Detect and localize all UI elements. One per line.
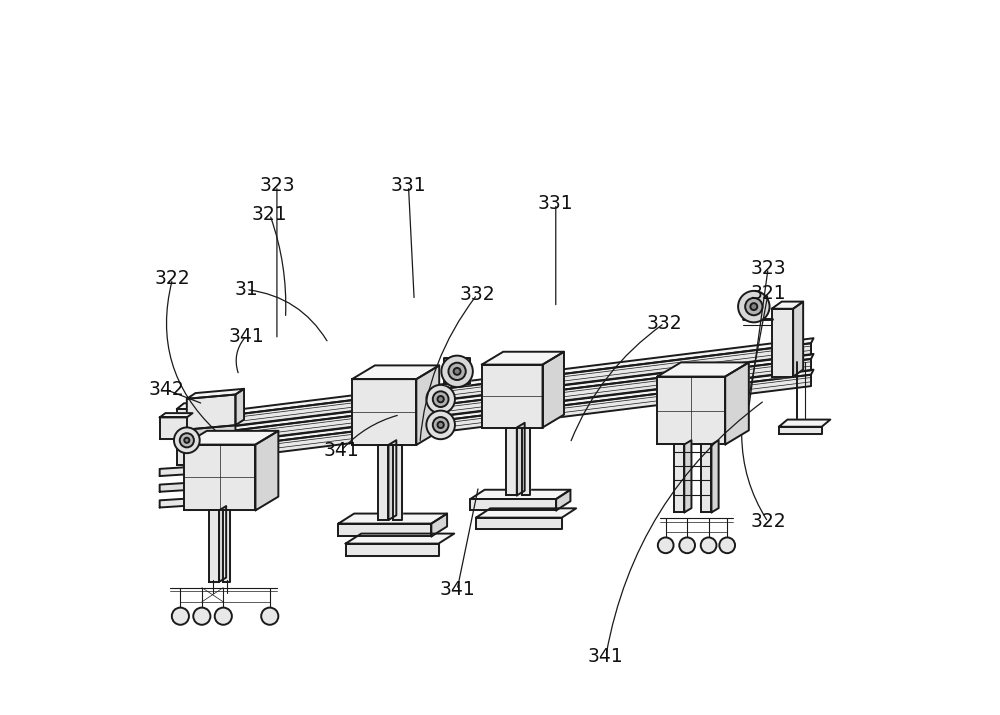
Polygon shape [346,543,439,556]
Text: 322: 322 [750,513,786,531]
Polygon shape [779,420,830,427]
Circle shape [193,608,210,625]
Polygon shape [517,423,525,495]
Text: 341: 341 [439,581,475,599]
Polygon shape [338,513,447,523]
Polygon shape [187,425,235,462]
Polygon shape [209,511,219,582]
Polygon shape [506,428,517,495]
Polygon shape [772,309,793,377]
Polygon shape [160,418,187,439]
Polygon shape [184,445,255,511]
Circle shape [454,368,461,375]
Text: 341: 341 [323,441,359,460]
Polygon shape [378,445,388,520]
Polygon shape [160,463,250,476]
Circle shape [750,303,757,310]
Polygon shape [197,403,204,465]
Polygon shape [352,365,439,379]
Polygon shape [779,427,822,434]
Circle shape [184,438,189,443]
Polygon shape [543,352,564,428]
Polygon shape [198,354,814,435]
Polygon shape [346,533,454,543]
Polygon shape [198,343,811,430]
Polygon shape [198,375,811,462]
Circle shape [433,391,449,407]
Circle shape [174,428,200,453]
Polygon shape [177,403,204,409]
Polygon shape [219,506,226,582]
Polygon shape [470,499,556,511]
Circle shape [172,608,189,625]
Polygon shape [657,363,749,377]
Polygon shape [482,365,543,428]
Polygon shape [187,395,235,430]
Text: 323: 323 [259,177,295,195]
Polygon shape [177,409,197,465]
Polygon shape [701,445,711,513]
Text: 321: 321 [750,284,786,302]
Circle shape [658,538,674,553]
Polygon shape [255,431,278,511]
Circle shape [261,608,278,625]
Circle shape [719,538,735,553]
Text: 341: 341 [228,327,264,345]
Circle shape [426,385,455,413]
Polygon shape [725,363,749,445]
Text: 341: 341 [588,647,624,666]
Polygon shape [674,445,684,513]
Circle shape [438,422,444,428]
Polygon shape [431,513,447,536]
Circle shape [215,608,232,625]
Text: 321: 321 [252,205,288,224]
Circle shape [745,298,762,315]
Polygon shape [187,389,244,399]
Text: 31: 31 [234,280,258,299]
Text: 332: 332 [459,285,495,304]
Polygon shape [235,389,244,425]
Polygon shape [198,338,814,419]
Polygon shape [522,428,530,495]
Text: 322: 322 [155,270,190,288]
Polygon shape [772,302,803,309]
Polygon shape [470,490,570,499]
Polygon shape [338,523,431,536]
Polygon shape [388,440,396,520]
Circle shape [701,538,716,553]
Polygon shape [393,445,402,520]
Polygon shape [160,479,250,492]
Polygon shape [184,431,278,445]
Circle shape [433,417,449,433]
Polygon shape [223,511,230,582]
Circle shape [738,291,770,322]
Circle shape [448,363,466,380]
Polygon shape [482,352,564,365]
Polygon shape [198,359,811,446]
Polygon shape [476,508,576,518]
Polygon shape [160,495,250,508]
Polygon shape [793,302,803,377]
Text: 323: 323 [750,259,786,277]
Circle shape [180,433,194,448]
Polygon shape [556,490,570,511]
Circle shape [426,410,455,439]
Polygon shape [416,365,439,445]
Text: 331: 331 [538,194,574,213]
Polygon shape [160,413,193,418]
Circle shape [438,396,444,403]
Circle shape [679,538,695,553]
Polygon shape [198,370,814,450]
Text: 342: 342 [148,380,184,399]
Polygon shape [352,379,416,445]
Circle shape [441,355,473,387]
Text: 332: 332 [647,314,682,332]
Polygon shape [476,518,562,529]
Polygon shape [684,440,691,513]
Polygon shape [444,358,470,384]
Polygon shape [711,440,719,513]
Text: 331: 331 [391,177,426,195]
Polygon shape [657,377,725,445]
